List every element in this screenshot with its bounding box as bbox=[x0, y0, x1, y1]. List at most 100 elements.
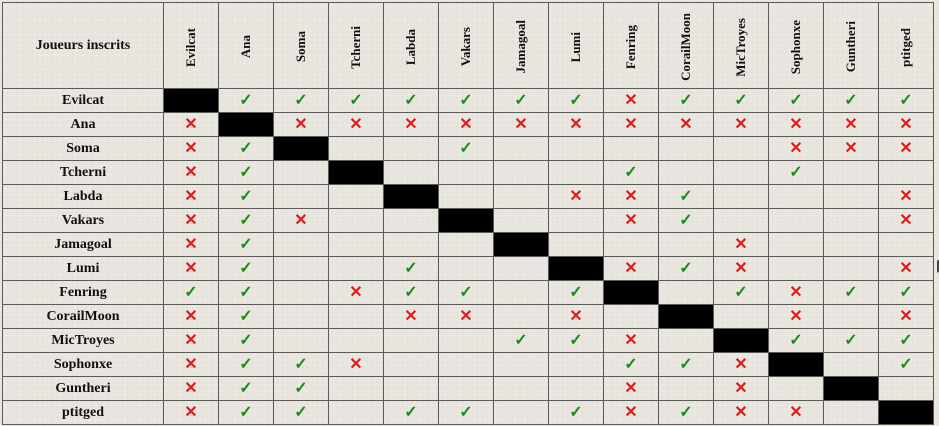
empty-cell bbox=[823, 352, 879, 377]
empty-cell bbox=[438, 184, 494, 209]
table-row: Ana ✕ ✕ ✕ ✕ ✕ ✕ ✕ ✕ ✕ ✕ ✕ ✕ ✕ bbox=[2, 112, 934, 137]
cross-icon: ✕ bbox=[163, 184, 219, 209]
cross-icon: ✕ bbox=[163, 328, 219, 353]
check-mark-icon: ✓ bbox=[459, 283, 473, 301]
cross-mark-icon: ✕ bbox=[734, 355, 748, 373]
empty-cell bbox=[273, 232, 329, 257]
check-mark-icon: ✓ bbox=[404, 91, 418, 109]
cross-icon: ✕ bbox=[878, 184, 934, 209]
column-header-label: Guntheri bbox=[843, 21, 858, 73]
empty-cell bbox=[328, 328, 384, 353]
check-mark-icon: ✓ bbox=[899, 331, 913, 349]
empty-cell bbox=[328, 400, 384, 425]
cross-icon: ✕ bbox=[163, 376, 219, 401]
column-header-label: Lumi bbox=[568, 31, 583, 63]
cross-mark-icon: ✕ bbox=[624, 91, 638, 109]
check-mark-icon: ✓ bbox=[239, 307, 253, 325]
check-mark-icon: ✓ bbox=[239, 403, 253, 421]
check-icon: ✓ bbox=[218, 376, 274, 401]
empty-cell bbox=[768, 232, 824, 257]
empty-cell bbox=[438, 376, 494, 401]
cross-icon: ✕ bbox=[603, 400, 659, 425]
cross-icon: ✕ bbox=[163, 400, 219, 425]
cross-mark-icon: ✕ bbox=[184, 211, 198, 229]
row-header: Fenring bbox=[2, 280, 164, 305]
empty-cell bbox=[603, 232, 659, 257]
check-icon: ✓ bbox=[383, 256, 439, 281]
empty-cell bbox=[273, 256, 329, 281]
check-icon: ✓ bbox=[218, 304, 274, 329]
self-cell bbox=[273, 136, 329, 161]
empty-cell bbox=[383, 136, 439, 161]
empty-cell bbox=[328, 256, 384, 281]
row-header: CorailMoon bbox=[2, 304, 164, 329]
empty-cell bbox=[823, 400, 879, 425]
empty-cell bbox=[823, 184, 879, 209]
empty-cell bbox=[273, 280, 329, 305]
check-icon: ✓ bbox=[218, 256, 274, 281]
cross-icon: ✕ bbox=[328, 112, 384, 137]
table-row: Guntheri ✕ ✓ ✓ ✕ ✕ bbox=[2, 376, 934, 401]
check-icon: ✓ bbox=[768, 88, 824, 113]
cross-icon: ✕ bbox=[163, 352, 219, 377]
empty-cell bbox=[878, 160, 934, 185]
column-header-label: Evilcat bbox=[183, 27, 198, 67]
empty-cell bbox=[658, 136, 714, 161]
check-icon: ✓ bbox=[218, 88, 274, 113]
empty-cell bbox=[603, 304, 659, 329]
cross-icon: ✕ bbox=[163, 304, 219, 329]
empty-cell bbox=[438, 256, 494, 281]
row-header: Sophonxe bbox=[2, 352, 164, 377]
self-cell bbox=[658, 304, 714, 329]
column-header: Guntheri bbox=[823, 2, 879, 89]
cross-icon: ✕ bbox=[713, 352, 769, 377]
check-icon: ✓ bbox=[438, 88, 494, 113]
check-mark-icon: ✓ bbox=[899, 283, 913, 301]
empty-cell bbox=[768, 256, 824, 281]
check-mark-icon: ✓ bbox=[679, 91, 693, 109]
check-icon: ✓ bbox=[493, 88, 549, 113]
table-row: Vakars ✕ ✓ ✕ ✕ ✓ ✕ bbox=[2, 208, 934, 233]
check-mark-icon: ✓ bbox=[239, 163, 253, 181]
column-header-label: MicTroyes bbox=[733, 17, 748, 77]
column-header: Tcherni bbox=[328, 2, 384, 89]
check-mark-icon: ✓ bbox=[404, 259, 418, 277]
check-icon: ✓ bbox=[438, 136, 494, 161]
check-mark-icon: ✓ bbox=[899, 355, 913, 373]
cross-mark-icon: ✕ bbox=[404, 115, 418, 133]
check-icon: ✓ bbox=[548, 88, 604, 113]
empty-cell bbox=[273, 328, 329, 353]
check-icon: ✓ bbox=[218, 208, 274, 233]
cross-mark-icon: ✕ bbox=[184, 163, 198, 181]
check-icon: ✓ bbox=[273, 400, 329, 425]
table-row: ptitged ✕ ✓ ✓ ✓ ✓ ✓ ✕ ✓ ✕ ✕ bbox=[2, 400, 934, 425]
check-icon: ✓ bbox=[218, 400, 274, 425]
cross-mark-icon: ✕ bbox=[734, 379, 748, 397]
check-mark-icon: ✓ bbox=[239, 91, 253, 109]
cross-mark-icon: ✕ bbox=[844, 115, 858, 133]
empty-cell bbox=[438, 352, 494, 377]
empty-cell bbox=[383, 376, 439, 401]
row-header: Jamagoal bbox=[2, 232, 164, 257]
empty-cell bbox=[493, 280, 549, 305]
check-icon: ✓ bbox=[658, 208, 714, 233]
empty-cell bbox=[768, 184, 824, 209]
cross-icon: ✕ bbox=[713, 256, 769, 281]
row-header: MicTroyes bbox=[2, 328, 164, 353]
self-cell bbox=[713, 328, 769, 353]
cross-icon: ✕ bbox=[658, 112, 714, 137]
cross-mark-icon: ✕ bbox=[899, 259, 913, 277]
cross-icon: ✕ bbox=[163, 136, 219, 161]
check-icon: ✓ bbox=[548, 328, 604, 353]
cross-icon: ✕ bbox=[768, 280, 824, 305]
cross-mark-icon: ✕ bbox=[899, 115, 913, 133]
column-header: MicTroyes bbox=[713, 2, 769, 89]
cross-icon: ✕ bbox=[768, 112, 824, 137]
row-header: Soma bbox=[2, 136, 164, 161]
empty-cell bbox=[658, 376, 714, 401]
check-mark-icon: ✓ bbox=[184, 283, 198, 301]
check-icon: ✓ bbox=[218, 232, 274, 257]
cross-icon: ✕ bbox=[438, 304, 494, 329]
cross-mark-icon: ✕ bbox=[789, 403, 803, 421]
cross-icon: ✕ bbox=[383, 112, 439, 137]
